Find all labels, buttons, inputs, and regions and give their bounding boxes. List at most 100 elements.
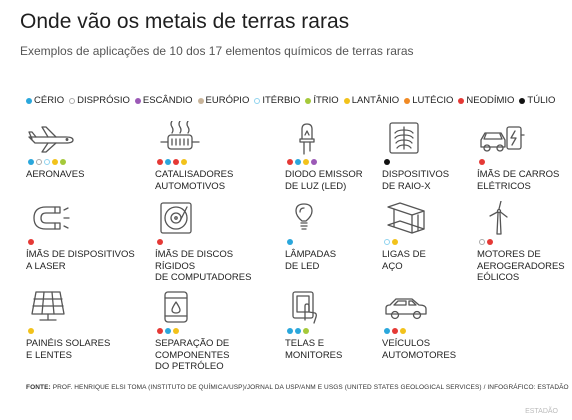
led-diode-icon	[285, 121, 335, 155]
source-note: FONTE: PROF. HENRIQUE ELSI TOMA (INSTITU…	[26, 384, 569, 391]
airplane-icon	[26, 121, 76, 155]
wind-turbine-icon	[477, 200, 527, 235]
credit: ESTADÃO	[525, 408, 558, 415]
legend-dot-iterbio	[254, 97, 261, 104]
application-label: VEÍCULOS AUTOMOTORES	[382, 338, 457, 361]
element-dots	[28, 159, 66, 165]
element-dot-lantanio	[181, 159, 187, 165]
element-dots	[479, 159, 485, 165]
element-dot-cerio	[287, 239, 293, 245]
xray-icon	[382, 121, 432, 155]
application-label: TELAS E MONITORES	[285, 338, 343, 361]
element-dots	[28, 328, 34, 334]
element-dot-lantanio	[400, 328, 406, 334]
light-bulb-icon	[285, 201, 335, 235]
legend-label: LUTÉCIO	[412, 95, 454, 106]
element-dot-cerio	[165, 328, 171, 334]
application-label: AERONAVES	[26, 169, 85, 180]
element-dot-lantanio	[303, 159, 309, 165]
element-dots	[287, 239, 293, 245]
application-label: MOTORES DE AEROGERADORES EÓLICOS	[477, 249, 565, 283]
element-dot-lantanio	[52, 159, 58, 165]
source-label: FONTE:	[26, 384, 51, 391]
legend: CÉRIO DISPRÓSIO ESCÂNDIO EURÓPIO ITÉRBIO ÍTRI…	[26, 95, 560, 106]
element-dot-itrio	[60, 159, 66, 165]
legend-dot-itrio	[305, 97, 312, 104]
hard-disk-icon	[155, 201, 205, 235]
application-label: ÍMÃS DE CARROS ELÉTRICOS	[477, 169, 560, 192]
application-imas-carros: ÍMÃS DE CARROS ELÉTRICOS	[477, 121, 572, 201]
application-imas-discos: ÍMÃS DE DISCOS RÍGIDOS DE COMPUTADORES	[155, 201, 265, 283]
legend-dot-lantanio	[343, 97, 350, 104]
element-dots	[384, 239, 398, 245]
page-subtitle: Exemplos de aplicações de 10 dos 17 elem…	[20, 44, 414, 58]
legend-item-lutecio: LUTÉCIO	[404, 95, 453, 106]
element-dots	[287, 328, 309, 334]
page-title: Onde vão os metais de terras raras	[20, 10, 350, 33]
solar-panel-icon	[26, 290, 76, 324]
legend-dot-neodimio	[458, 97, 465, 104]
element-dot-neodimio	[487, 239, 493, 245]
element-dot-cerio	[384, 328, 390, 334]
touch-screen-icon	[285, 290, 335, 324]
application-label: LÂMPADAS DE LED	[285, 249, 337, 272]
element-dot-iterbio	[44, 159, 50, 165]
legend-dot-europio	[197, 97, 204, 104]
application-petroleo: SEPARAÇÃO DE COMPONENTES DO PETRÓLEO	[155, 290, 265, 372]
legend-item-cerio: CÉRIO	[26, 95, 64, 106]
application-aerogeradores: MOTORES DE AEROGERADORES EÓLICOS	[477, 200, 572, 283]
element-dot-neodimio	[173, 159, 179, 165]
element-dot-neodimio	[28, 239, 34, 245]
application-label: CATALISADORES AUTOMOTIVOS	[155, 169, 234, 192]
application-label: DISPOSITIVOS DE RAIO-X	[382, 169, 450, 192]
legend-item-europio: EURÓPIO	[197, 95, 250, 106]
application-lampadas: LÂMPADAS DE LED	[285, 201, 395, 281]
legend-dot-escandio	[134, 97, 141, 104]
legend-item-neodimio: NEODÍMIO	[458, 95, 514, 106]
legend-label: ÍTRIO	[313, 95, 339, 106]
element-dots	[384, 328, 406, 334]
legend-label: EURÓPIO	[205, 95, 250, 106]
legend-label: LANTÂNIO	[351, 95, 400, 106]
legend-label: ESCÂNDIO	[142, 95, 193, 106]
legend-label: CÉRIO	[34, 95, 65, 106]
legend-dot-lutecio	[404, 97, 411, 104]
legend-item-lantanio: LANTÂNIO	[343, 95, 400, 106]
element-dot-escandio	[311, 159, 317, 165]
element-dots	[157, 159, 187, 165]
legend-dot-disprosio	[69, 97, 76, 104]
element-dot-iterbio	[384, 239, 390, 245]
catalytic-converter-icon	[155, 120, 205, 155]
element-dots	[28, 239, 34, 245]
element-dot-cerio	[295, 328, 301, 334]
application-telas: TELAS E MONITORES	[285, 290, 395, 370]
element-dot-neodimio	[157, 239, 163, 245]
element-dot-lantanio	[392, 239, 398, 245]
application-label: SEPARAÇÃO DE COMPONENTES DO PETRÓLEO	[155, 338, 230, 372]
element-dot-neodimio	[157, 159, 163, 165]
legend-item-itrio: ÍTRIO	[305, 95, 339, 106]
element-dots	[157, 239, 163, 245]
application-ligas: LIGAS DE AÇO	[382, 201, 492, 281]
element-dots	[384, 159, 390, 165]
element-dot-cerio	[287, 328, 293, 334]
oil-barrel-icon	[155, 290, 205, 324]
element-dot-tulio	[384, 159, 390, 165]
legend-dot-cerio	[26, 97, 32, 104]
car-icon	[382, 290, 432, 324]
application-imas-laser: ÍMÃS DE DISPOSITIVOS A LASER	[26, 201, 136, 281]
legend-label: DISPRÓSIO	[77, 95, 130, 106]
legend-label: TÚLIO	[527, 95, 556, 106]
legend-dot-tulio	[519, 97, 526, 104]
element-dot-cerio	[295, 159, 301, 165]
application-catalisadores: CATALISADORES AUTOMOTIVOS	[155, 120, 265, 201]
legend-item-iterbio: ITÉRBIO	[254, 95, 300, 106]
element-dot-cerio	[165, 159, 171, 165]
element-dot-itrio	[303, 328, 309, 334]
steel-beam-icon	[382, 201, 432, 235]
element-dot-disprosio	[479, 239, 485, 245]
source-text: PROF. HENRIQUE ELSI TOMA (INSTITUTO DE Q…	[52, 384, 569, 391]
legend-item-escandio: ESCÂNDIO	[134, 95, 193, 106]
element-dots	[157, 328, 179, 334]
